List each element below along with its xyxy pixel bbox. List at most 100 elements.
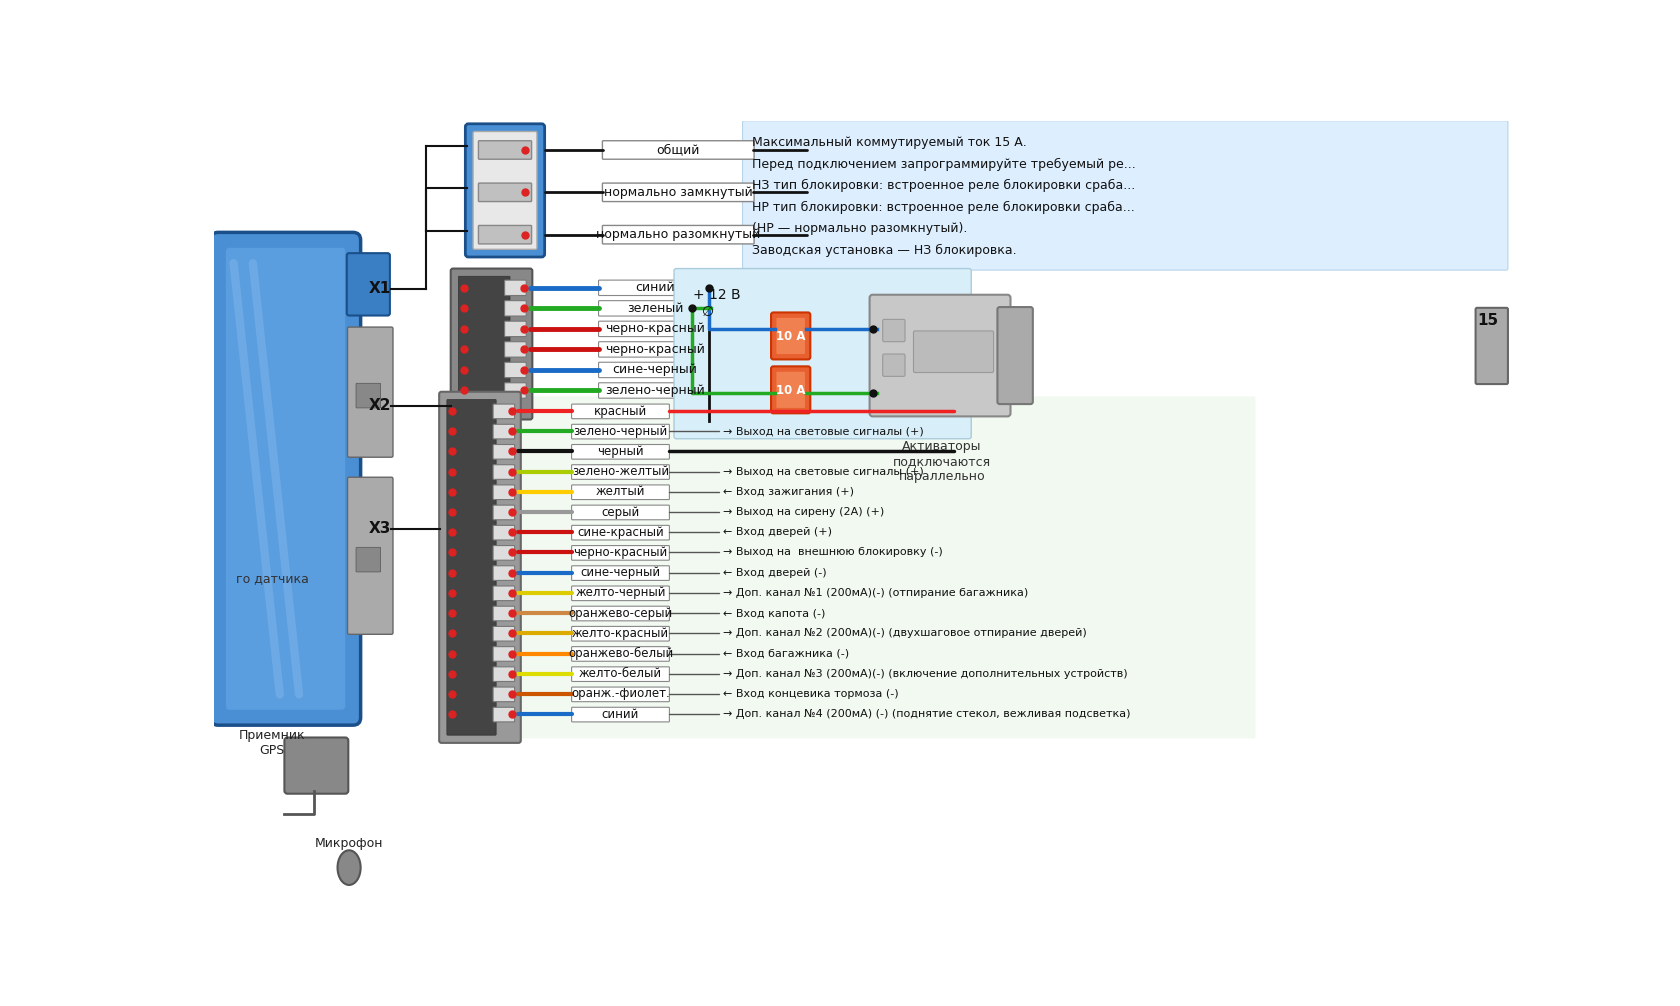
FancyBboxPatch shape	[598, 301, 711, 316]
FancyBboxPatch shape	[743, 121, 1507, 270]
Text: желто-черный: желто-черный	[575, 586, 665, 600]
Text: ← Вход концевика тормоза (-): ← Вход концевика тормоза (-)	[722, 689, 897, 699]
FancyBboxPatch shape	[492, 404, 514, 418]
Text: зелено-желтый: зелено-желтый	[571, 465, 669, 478]
Text: ← Вход дверей (-): ← Вход дверей (-)	[722, 567, 825, 577]
FancyBboxPatch shape	[571, 647, 669, 661]
FancyBboxPatch shape	[492, 525, 514, 540]
FancyBboxPatch shape	[598, 382, 711, 398]
FancyBboxPatch shape	[674, 269, 971, 439]
Text: желто-белый: желто-белый	[578, 667, 662, 680]
Text: черно-красный: черно-красный	[573, 546, 667, 559]
FancyBboxPatch shape	[771, 366, 810, 413]
Text: → Доп. канал №4 (200мА) (-) (поднятие стекол, вежливая подсветка): → Доп. канал №4 (200мА) (-) (поднятие ст…	[722, 709, 1129, 719]
Text: X2: X2	[368, 398, 390, 413]
FancyBboxPatch shape	[1475, 308, 1507, 384]
Text: ∅: ∅	[701, 305, 714, 319]
Text: сине-черный: сине-черный	[580, 566, 660, 579]
Text: → Выход на сирену (2A) (+): → Выход на сирену (2A) (+)	[722, 507, 884, 517]
FancyBboxPatch shape	[492, 445, 514, 459]
FancyBboxPatch shape	[571, 687, 669, 702]
FancyBboxPatch shape	[571, 445, 669, 459]
FancyBboxPatch shape	[571, 565, 669, 580]
FancyBboxPatch shape	[465, 124, 544, 257]
FancyBboxPatch shape	[571, 607, 669, 621]
Text: → Выход на  внешнюю блокировку (-): → Выход на внешнюю блокировку (-)	[722, 547, 942, 557]
FancyBboxPatch shape	[601, 183, 754, 201]
Text: 15: 15	[1477, 314, 1499, 328]
FancyBboxPatch shape	[598, 280, 711, 296]
Text: НЗ тип блокировки: встроенное реле блокировки сраба...: НЗ тип блокировки: встроенное реле блоки…	[751, 179, 1134, 192]
FancyBboxPatch shape	[598, 342, 711, 357]
FancyBboxPatch shape	[356, 383, 380, 407]
FancyBboxPatch shape	[492, 425, 514, 439]
FancyBboxPatch shape	[450, 269, 533, 420]
FancyBboxPatch shape	[479, 141, 531, 159]
FancyBboxPatch shape	[492, 505, 514, 520]
FancyBboxPatch shape	[512, 396, 1255, 738]
FancyBboxPatch shape	[776, 318, 805, 354]
FancyBboxPatch shape	[492, 545, 514, 560]
FancyBboxPatch shape	[882, 319, 904, 342]
FancyBboxPatch shape	[346, 254, 390, 316]
FancyBboxPatch shape	[912, 331, 993, 372]
FancyBboxPatch shape	[996, 307, 1032, 404]
FancyBboxPatch shape	[492, 627, 514, 641]
Ellipse shape	[338, 850, 361, 885]
Text: серый: серый	[601, 506, 640, 518]
Text: ← Вход дверей (+): ← Вход дверей (+)	[722, 527, 832, 537]
Text: → Доп. канал №3 (200мА)(-) (включение дополнительных устройств): → Доп. канал №3 (200мА)(-) (включение до…	[722, 669, 1127, 679]
Text: зеленый: зеленый	[627, 302, 684, 315]
FancyBboxPatch shape	[571, 425, 669, 439]
FancyBboxPatch shape	[447, 399, 496, 735]
FancyBboxPatch shape	[601, 225, 754, 243]
FancyBboxPatch shape	[492, 565, 514, 580]
Text: Заводская установка — НЗ блокировка.: Заводская установка — НЗ блокировка.	[751, 243, 1016, 257]
FancyBboxPatch shape	[438, 391, 521, 742]
Text: ← Вход капота (-): ← Вход капота (-)	[722, 609, 825, 618]
FancyBboxPatch shape	[348, 327, 393, 457]
FancyBboxPatch shape	[284, 737, 348, 794]
FancyBboxPatch shape	[504, 301, 526, 316]
Text: ← Вход багажника (-): ← Вход багажника (-)	[722, 649, 848, 659]
Text: Активаторы
подключаются
параллельно: Активаторы подключаются параллельно	[892, 441, 991, 483]
Text: оранж.-фиолет.: оранж.-фиолет.	[571, 687, 669, 700]
FancyBboxPatch shape	[571, 707, 669, 722]
Text: → Доп. канал №2 (200мА)(-) (двухшаговое отпирание дверей): → Доп. канал №2 (200мА)(-) (двухшаговое …	[722, 629, 1085, 639]
Text: синий: синий	[635, 282, 675, 295]
FancyBboxPatch shape	[492, 687, 514, 702]
FancyBboxPatch shape	[598, 321, 711, 337]
Text: оранжево-серый: оранжево-серый	[568, 607, 672, 620]
Text: синий: синий	[601, 707, 638, 720]
Text: → Выход на световые сигналы (+): → Выход на световые сигналы (+)	[722, 467, 922, 477]
Text: сине-черный: сине-черный	[612, 363, 697, 376]
Text: желтый: желтый	[595, 485, 645, 498]
FancyBboxPatch shape	[571, 505, 669, 520]
Text: нормально замкнутый: нормально замкнутый	[603, 186, 753, 199]
FancyBboxPatch shape	[356, 547, 380, 572]
Text: ← Вход зажигания (+): ← Вход зажигания (+)	[722, 487, 853, 497]
FancyBboxPatch shape	[472, 132, 536, 249]
Text: (НР — нормально разомкнутый).: (НР — нормально разомкнутый).	[751, 222, 966, 235]
Text: черно-красный: черно-красный	[605, 343, 704, 356]
FancyBboxPatch shape	[210, 232, 361, 725]
FancyBboxPatch shape	[571, 525, 669, 540]
Text: зелено-черный: зелено-черный	[573, 425, 667, 438]
FancyBboxPatch shape	[504, 362, 526, 377]
FancyBboxPatch shape	[571, 667, 669, 681]
Text: желто-красный: желто-красный	[571, 627, 669, 640]
FancyBboxPatch shape	[492, 607, 514, 621]
FancyBboxPatch shape	[869, 295, 1010, 416]
Text: общий: общий	[657, 144, 699, 157]
FancyBboxPatch shape	[571, 404, 669, 418]
Text: → Выход на световые сигналы (+): → Выход на световые сигналы (+)	[722, 427, 922, 437]
Text: нормально разомкнутый: нормально разомкнутый	[596, 228, 759, 241]
FancyBboxPatch shape	[571, 465, 669, 479]
FancyBboxPatch shape	[225, 247, 344, 710]
Text: НР тип блокировки: встроенное реле блокировки сраба...: НР тип блокировки: встроенное реле блоки…	[751, 201, 1134, 214]
FancyBboxPatch shape	[882, 354, 904, 376]
Text: черно-красный: черно-красный	[605, 322, 704, 335]
FancyBboxPatch shape	[479, 183, 531, 201]
Text: → Доп. канал №1 (200мА)(-) (отпирание багажника): → Доп. канал №1 (200мА)(-) (отпирание ба…	[722, 588, 1026, 598]
FancyBboxPatch shape	[492, 585, 514, 601]
